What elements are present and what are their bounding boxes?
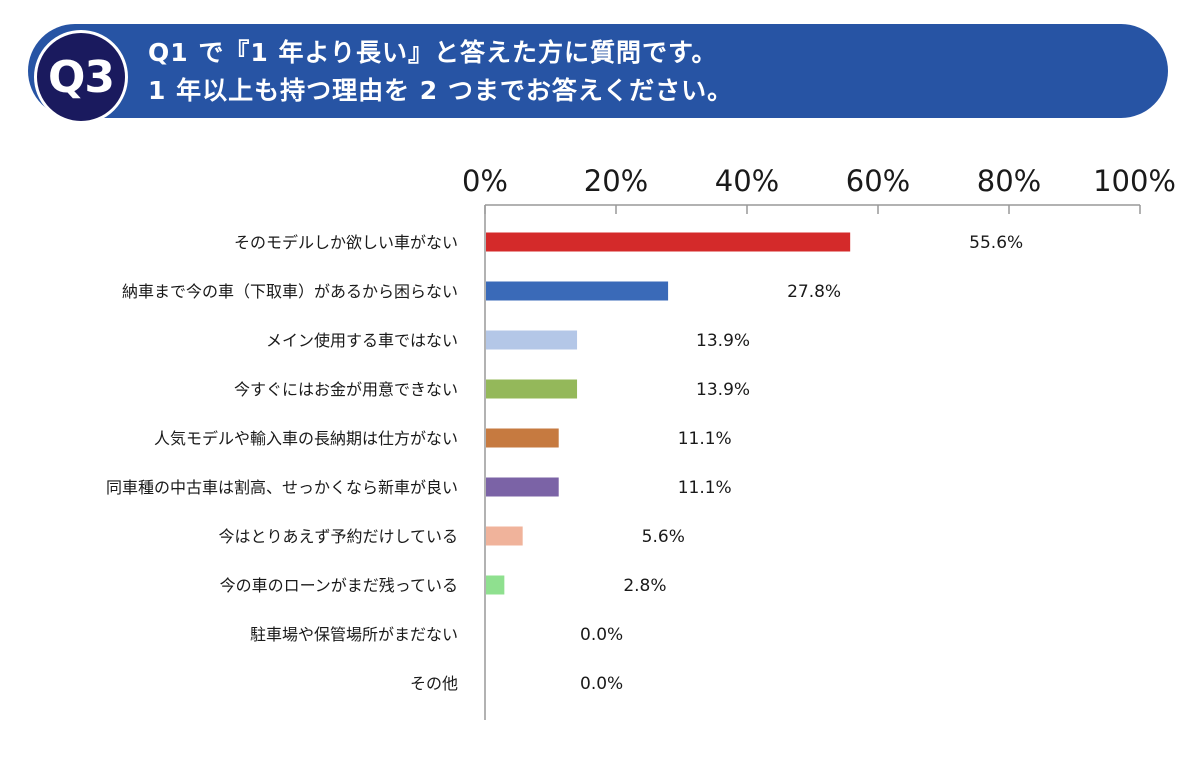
- value-label: 5.6%: [642, 527, 685, 547]
- bar: [486, 379, 578, 399]
- bar: [486, 281, 669, 301]
- category-label: メイン使用する車ではない: [266, 331, 458, 350]
- value-label: 27.8%: [787, 282, 841, 302]
- value-label: 11.1%: [678, 478, 732, 498]
- x-tick-label: 80%: [977, 164, 1041, 198]
- category-label: 今すぐにはお金が用意できない: [234, 380, 458, 399]
- value-label: 11.1%: [678, 429, 732, 449]
- x-tick-label: 100%: [1093, 164, 1176, 198]
- category-label: 同車種の中古車は割高、せっかくなら新車が良い: [106, 478, 458, 497]
- category-label: そのモデルしか欲しい車がない: [234, 233, 458, 252]
- bar: [486, 526, 523, 546]
- x-axis: 0% 20% 40% 60% 80% 100%: [462, 164, 1176, 720]
- category-label: 今の車のローンがまだ残っている: [220, 576, 458, 595]
- question-line-2: 1 年以上も持つ理由を 2 つまでお答えください。: [148, 76, 734, 105]
- x-tick-label: 0%: [462, 164, 508, 198]
- category-label: 今はとりあえず予約だけしている: [218, 527, 458, 546]
- bar: [486, 428, 559, 448]
- value-label: 0.0%: [580, 674, 623, 694]
- value-label: 2.8%: [623, 576, 666, 596]
- category-label: 人気モデルや輸入車の長納期は仕方がない: [154, 429, 458, 448]
- value-label: 13.9%: [696, 380, 750, 400]
- question-text: Q1 で『1 年より長い』と答えた方に質問です。 1 年以上も持つ理由を 2 つ…: [148, 34, 733, 110]
- bar: [486, 477, 559, 497]
- question-banner: [28, 24, 1168, 118]
- question-badge: Q3: [34, 30, 128, 124]
- bar: [486, 575, 505, 595]
- bar: [486, 330, 578, 350]
- value-label: 55.6%: [969, 233, 1023, 253]
- x-tick-label: 40%: [715, 164, 779, 198]
- category-label: 駐車場や保管場所がまだない: [250, 625, 458, 644]
- x-tick-label: 20%: [584, 164, 648, 198]
- value-label: 13.9%: [696, 331, 750, 351]
- x-tick-label: 60%: [846, 164, 910, 198]
- bars: そのモデルしか欲しい車がない 55.6% 納車まで今の車（下取車）があるから困らない…: [106, 232, 1023, 694]
- question-line-1: Q1 で『1 年より長い』と答えた方に質問です。: [148, 38, 718, 67]
- category-label: その他: [410, 674, 458, 693]
- bar: [486, 232, 851, 252]
- value-label: 0.0%: [580, 625, 623, 645]
- category-label: 納車まで今の車（下取車）があるから困らない: [122, 282, 458, 301]
